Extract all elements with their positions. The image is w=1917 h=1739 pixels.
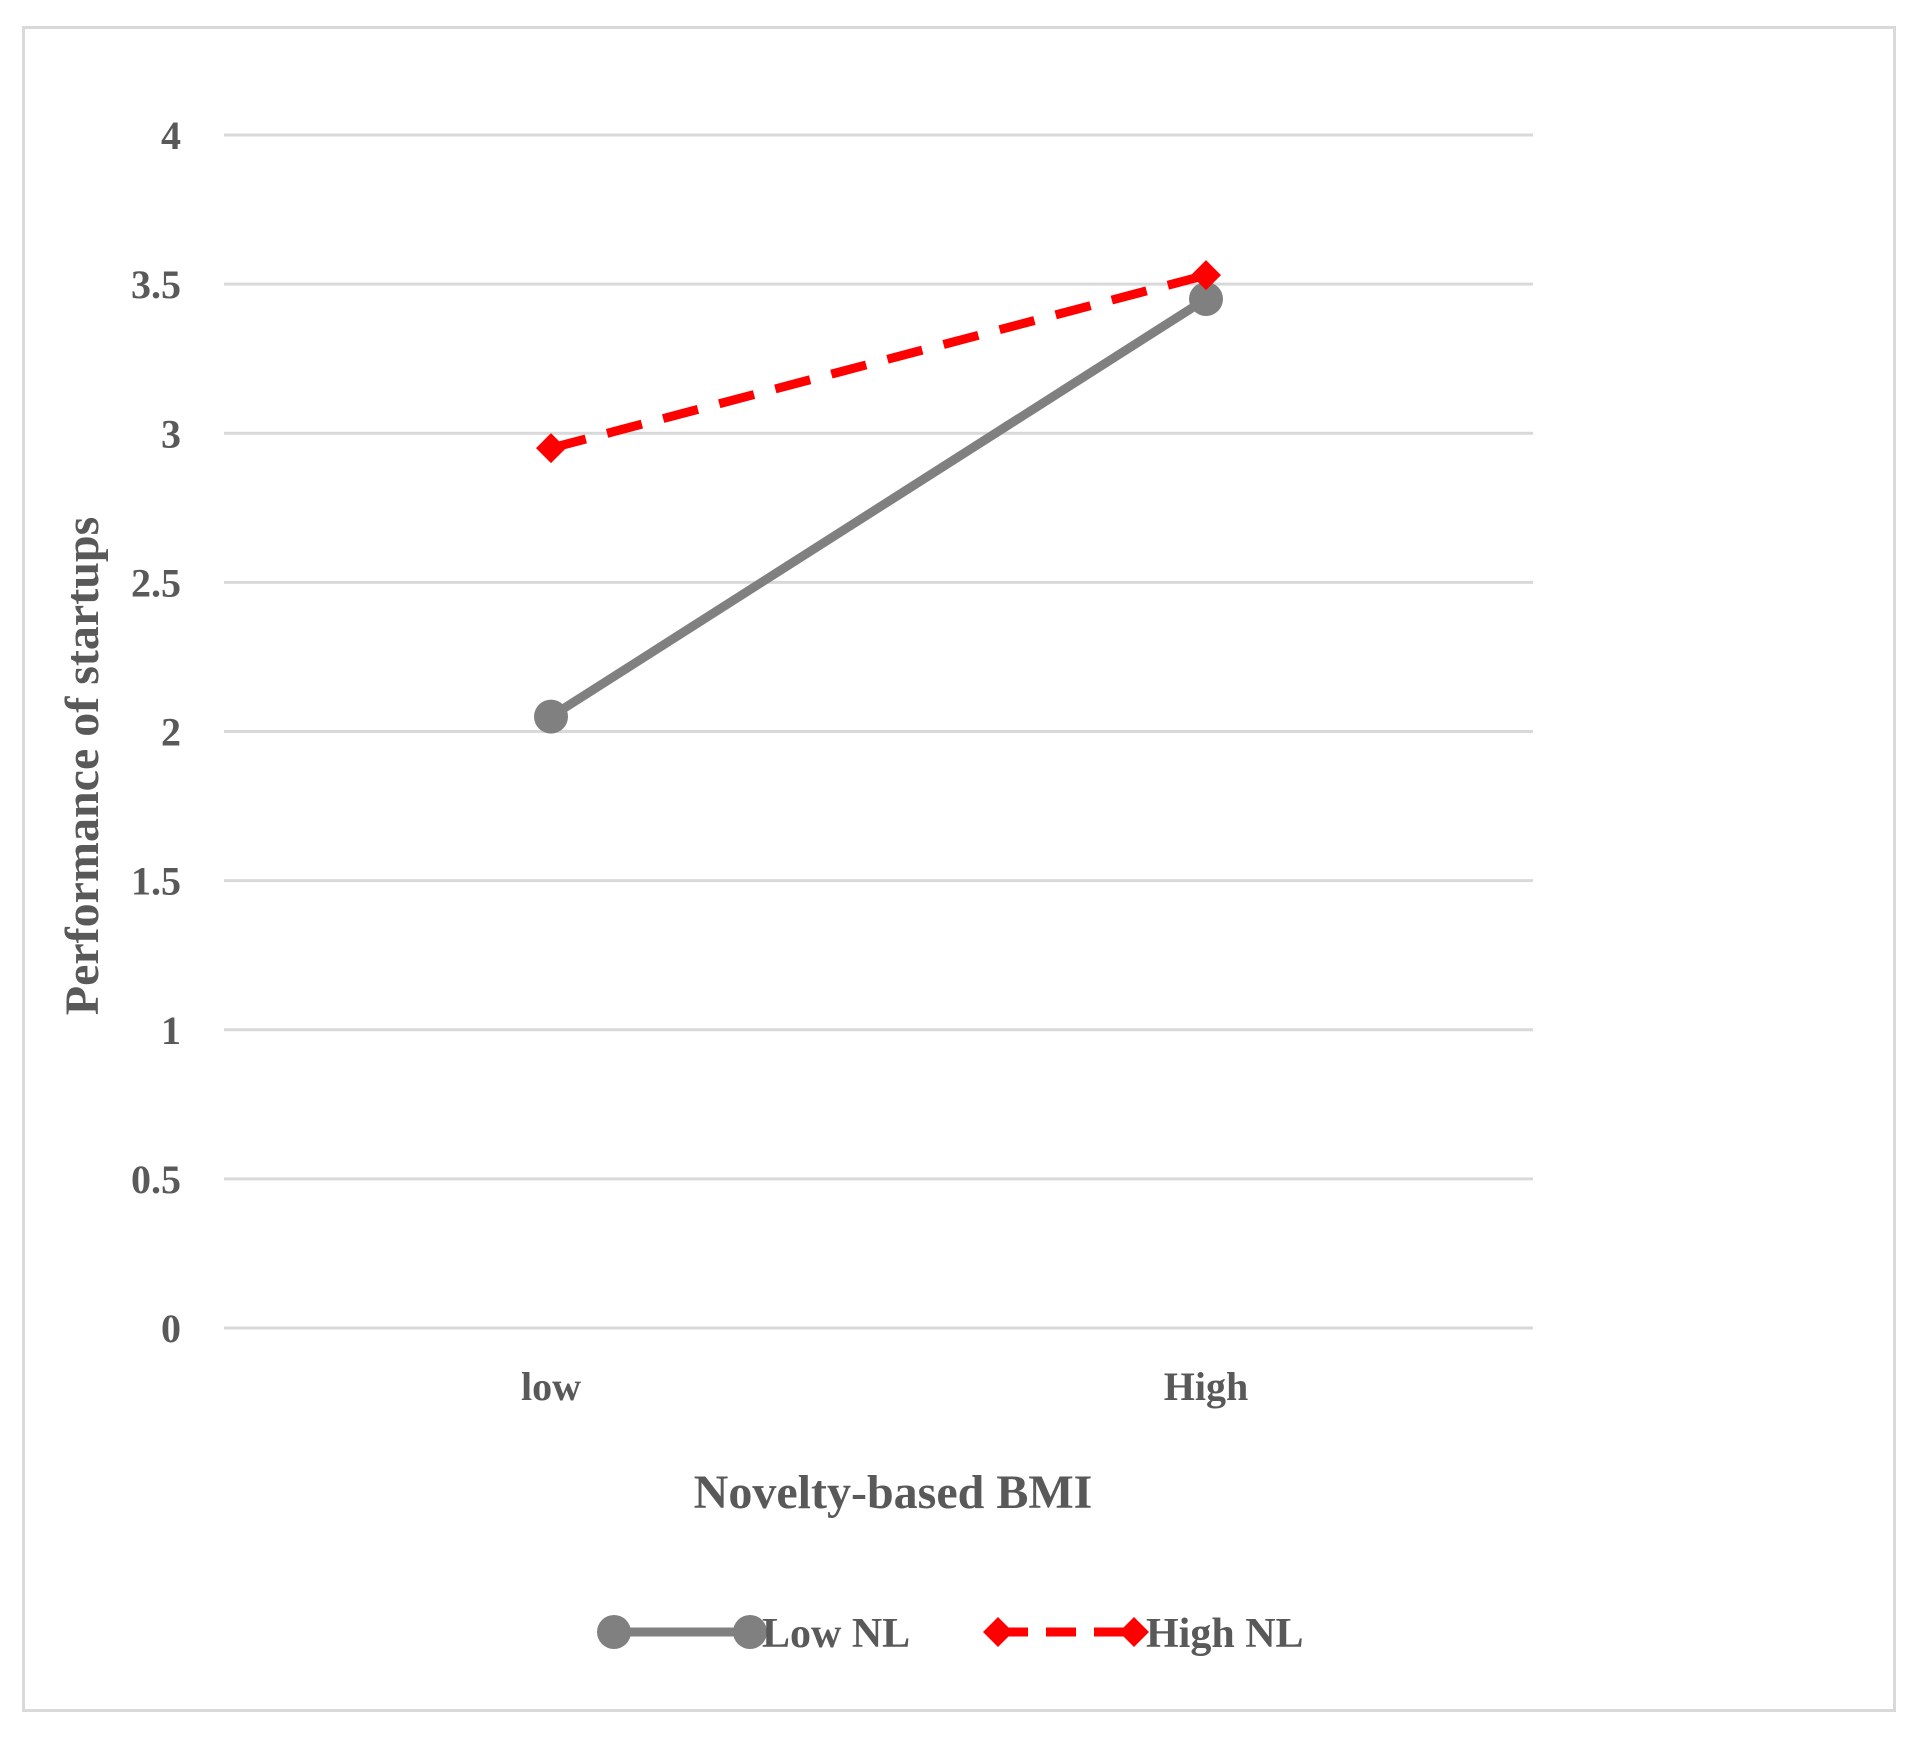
series-high-nl	[536, 260, 1221, 464]
x-tick-label: low	[521, 1364, 581, 1409]
y-tick-label: 1	[161, 1008, 181, 1053]
series-line	[548, 295, 1209, 721]
data-point	[534, 699, 568, 734]
series-low-nl	[534, 282, 1223, 734]
y-tick-label: 0	[161, 1306, 181, 1351]
x-axis-title: Novelty-based BMI	[694, 1466, 1093, 1519]
legend: Low NL High NL	[597, 1611, 1304, 1657]
y-tick-label: 2	[161, 710, 181, 755]
chart-frame	[22, 26, 1896, 1712]
y-tick-label: 3.5	[131, 262, 181, 307]
legend-marker	[983, 1617, 1013, 1647]
y-tick-label: 4	[161, 113, 181, 158]
legend-marker	[1119, 1617, 1149, 1647]
y-tick-label: 1.5	[131, 859, 181, 904]
legend-label: Low NL	[762, 1611, 910, 1657]
legend-label: High NL	[1146, 1611, 1304, 1657]
gridlines	[224, 133, 1533, 1330]
y-tick-label: 0.5	[131, 1157, 181, 1202]
legend-marker	[597, 1615, 631, 1649]
y-axis-title: Performance of startups	[56, 517, 109, 1016]
x-tick-labels: low High	[521, 1364, 1248, 1409]
legend-item: High NL	[983, 1611, 1304, 1657]
data-point	[1191, 260, 1221, 291]
y-tick-label: 3	[161, 411, 181, 456]
legend-item: Low NL	[597, 1611, 910, 1657]
y-tick-label: 2.5	[131, 560, 181, 605]
x-tick-label: High	[1164, 1364, 1248, 1409]
data-point	[1189, 282, 1223, 317]
data-point	[536, 433, 566, 464]
legend-marker	[733, 1615, 767, 1649]
y-tick-labels: 0 0.5 1 1.5 2 2.5 3 3.5 4	[131, 113, 181, 1351]
series-lines	[534, 260, 1223, 734]
